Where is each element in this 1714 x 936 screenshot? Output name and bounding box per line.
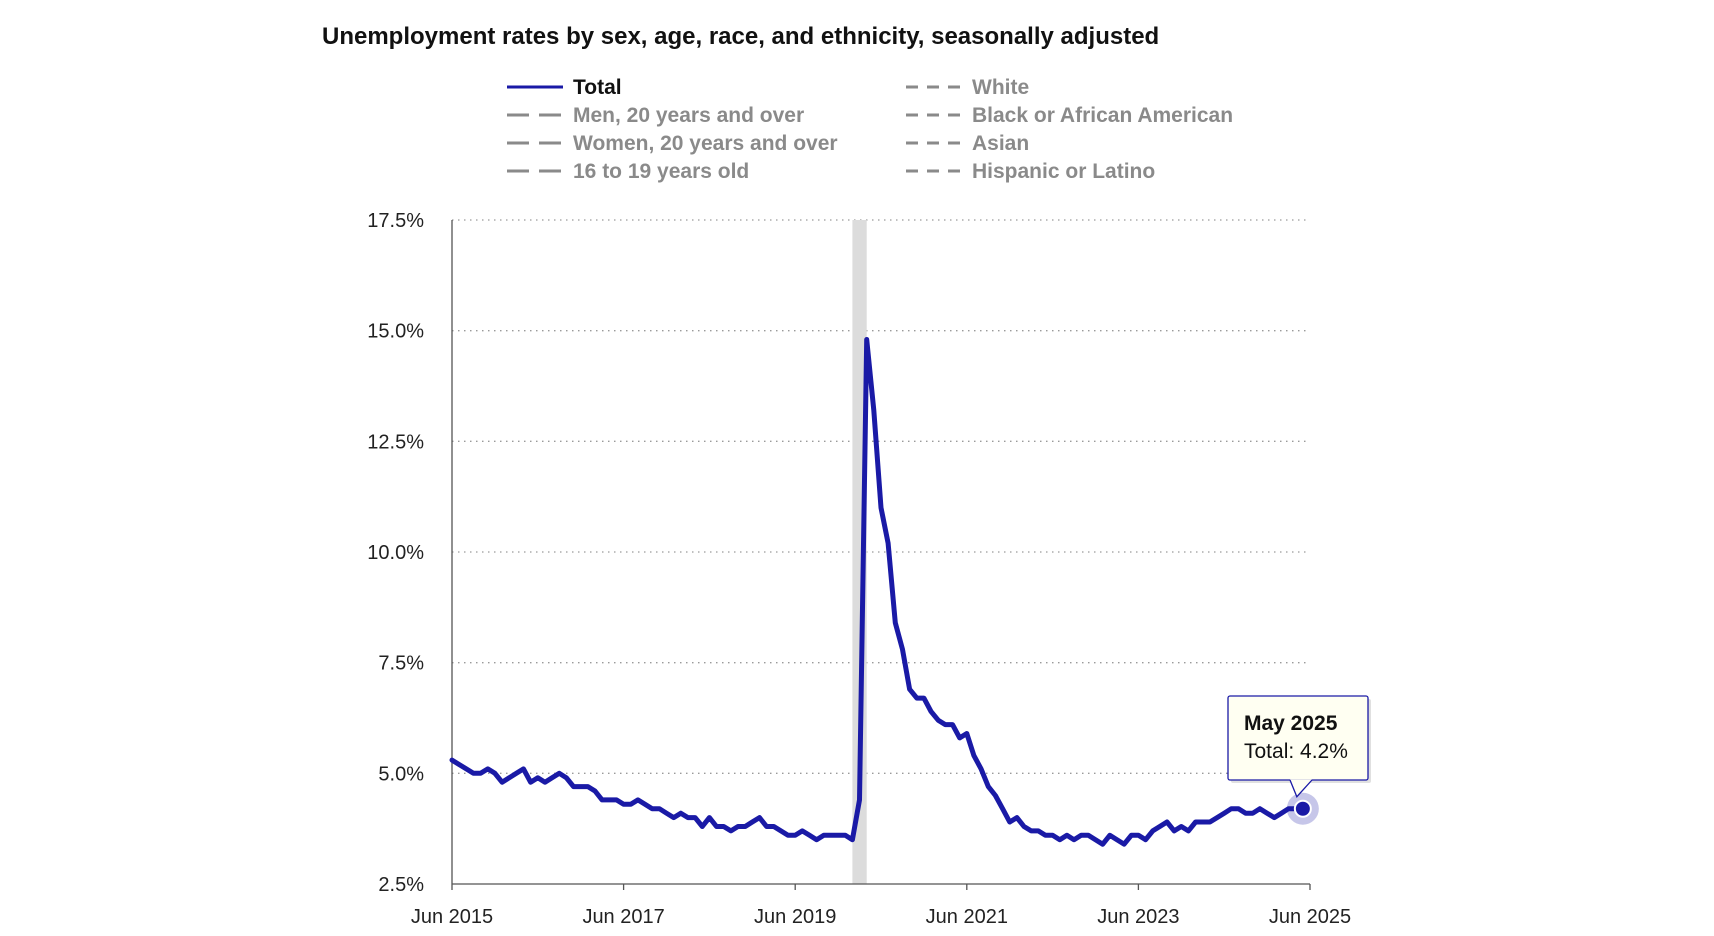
gridlines [452, 219, 1310, 774]
tooltip-box [1227, 695, 1369, 781]
x-axis-tick-labels: Jun 2015 Jun 2017 Jun 2019 Jun 2021 Jun 2023… [411, 884, 1351, 928]
legend-item[interactable]: Women, 20 years and over [507, 132, 838, 155]
legend-item[interactable]: Black or African American [906, 104, 1233, 127]
legend-item[interactable]: Hispanic or Latino [906, 160, 1155, 183]
legend-item[interactable]: White [906, 76, 1029, 99]
x-tick-label: Jun 2015 [411, 906, 493, 928]
legend-label: Total [573, 76, 622, 99]
tooltip-value: Total: 4.2% [1244, 740, 1348, 763]
legend-label: White [972, 76, 1029, 99]
highlight-point[interactable] [1293, 799, 1312, 818]
y-tick-label: 7.5% [378, 653, 424, 675]
chart-title: Unemployment rates by sex, age, race, an… [322, 23, 1159, 50]
series-line-total [449, 337, 1306, 847]
legend-label: Men, 20 years and over [573, 104, 804, 127]
y-tick-label: 10.0% [367, 542, 424, 564]
x-tick-label: Jun 2021 [926, 906, 1008, 928]
legend-label: Black or African American [972, 104, 1233, 127]
x-tick-label: Jun 2019 [754, 906, 836, 928]
legend-item[interactable]: Total [507, 76, 622, 99]
y-tick-label: 15.0% [367, 321, 424, 343]
y-axis-tick-labels: 2.5% 5.0% 7.5% 10.0% 12.5% 15.0% 17.5% [367, 210, 424, 896]
legend-item[interactable]: 16 to 19 years old [507, 160, 749, 183]
y-tick-label: 17.5% [367, 210, 424, 232]
tooltip-title: May 2025 [1244, 712, 1338, 735]
series-group [449, 337, 1306, 847]
legend-label: Asian [972, 132, 1029, 155]
x-tick-label: Jun 2023 [1097, 906, 1179, 928]
legend-item[interactable]: Men, 20 years and over [507, 104, 804, 127]
legend-label: 16 to 19 years old [573, 160, 749, 183]
tooltip: May 2025 Total: 4.2% [1227, 695, 1371, 825]
y-tick-label: 5.0% [378, 763, 424, 785]
legend-label: Women, 20 years and over [573, 132, 838, 155]
y-tick-label: 12.5% [367, 431, 424, 453]
x-tick-label: Jun 2017 [582, 906, 664, 928]
tooltip-pointer-outline [1289, 779, 1313, 798]
legend-item[interactable]: Asian [906, 132, 1029, 155]
legend: Total Men, 20 years and over Women, 20 yea… [507, 76, 1233, 183]
y-tick-label: 2.5% [378, 874, 424, 896]
x-tick-label: Jun 2025 [1269, 906, 1351, 928]
axes [451, 220, 1310, 885]
legend-label: Hispanic or Latino [972, 160, 1155, 183]
